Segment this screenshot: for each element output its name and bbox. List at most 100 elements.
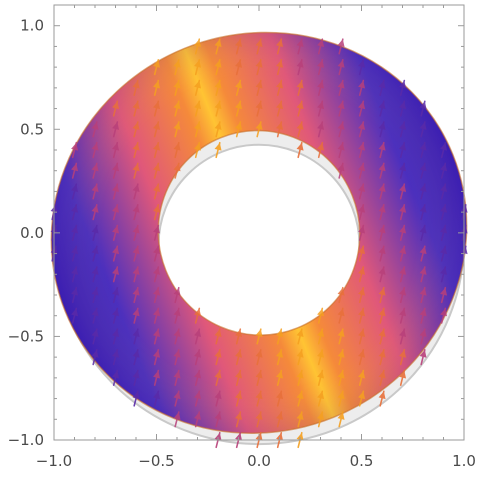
vector-arrow xyxy=(173,286,181,304)
vector-arrow xyxy=(112,162,120,179)
vector-arrow xyxy=(132,79,140,96)
vector-arrow xyxy=(132,224,140,241)
vector-arrow xyxy=(276,411,284,428)
vector-arrow xyxy=(235,328,243,345)
vector-arrow xyxy=(173,141,181,159)
vector-arrow xyxy=(358,162,366,179)
vector-arrow xyxy=(378,245,386,262)
vector-arrow xyxy=(276,328,284,345)
y-tick-label: 0.5 xyxy=(20,120,44,138)
vector-arrow xyxy=(378,349,386,366)
annulus-inner-edge xyxy=(157,129,361,336)
vector-arrow xyxy=(419,286,427,304)
vector-arrow xyxy=(132,349,140,366)
vector-arrow xyxy=(399,224,407,241)
vector-arrow xyxy=(132,183,140,200)
vector-arrow xyxy=(255,100,263,117)
vector-arrow xyxy=(378,390,386,407)
vector-arrow xyxy=(112,286,120,304)
vector-arrow xyxy=(235,349,243,366)
vector-arrow xyxy=(358,328,366,345)
vector-arrow xyxy=(153,59,161,76)
vector-arrow xyxy=(255,328,263,345)
vector-arrow xyxy=(91,286,99,304)
vector-arrow xyxy=(214,141,222,159)
vector-arrow xyxy=(173,369,181,386)
x-tick-label: 0.0 xyxy=(247,452,271,470)
vector-arrow xyxy=(153,369,161,386)
vector-arrow xyxy=(378,328,386,345)
vector-arrow xyxy=(91,204,99,221)
vector-arrow xyxy=(235,38,243,55)
vector-arrow xyxy=(255,79,263,96)
vector-arrow xyxy=(153,79,161,96)
y-tick-label: −0.5 xyxy=(8,327,44,345)
vector-arrow xyxy=(399,245,407,262)
vector-arrow xyxy=(71,204,79,221)
vector-arrow xyxy=(358,390,366,407)
vector-arrow xyxy=(419,266,427,283)
vector-arrow xyxy=(358,79,366,96)
vector-arrow xyxy=(214,79,222,96)
vector-arrow xyxy=(91,224,99,241)
x-tick-label: −1.0 xyxy=(36,452,72,470)
vector-arrow xyxy=(358,307,366,324)
vector-arrow xyxy=(112,121,120,138)
vector-arrow xyxy=(71,183,79,200)
vector-arrow xyxy=(214,38,222,55)
vector-arrow xyxy=(194,121,202,138)
vector-arrow xyxy=(337,286,345,304)
vector-arrow xyxy=(132,141,140,159)
vector-arrow xyxy=(378,183,386,200)
vector-arrow xyxy=(296,100,304,117)
vector-arrow xyxy=(317,79,325,96)
vector-arrow xyxy=(71,307,79,324)
vector-arrow xyxy=(255,121,263,138)
vector-arrow xyxy=(112,307,120,324)
vector-arrow xyxy=(132,307,140,324)
vector-arrow xyxy=(235,390,243,407)
vector-arrow xyxy=(440,286,448,304)
vector-arrow xyxy=(132,121,140,138)
vector-arrow xyxy=(194,59,202,76)
vector-arrow xyxy=(378,286,386,304)
vector-arrow xyxy=(358,349,366,366)
vector-arrow xyxy=(153,245,161,262)
vector-arrow xyxy=(296,38,304,55)
vector-arrow xyxy=(440,141,448,159)
vector-arrow xyxy=(194,307,202,324)
vector-arrow xyxy=(419,349,427,366)
vector-arrow xyxy=(132,245,140,262)
vector-arrow xyxy=(112,245,120,262)
vector-arrow xyxy=(194,38,202,55)
vector-arrow xyxy=(296,328,304,345)
vector-arrow xyxy=(276,390,284,407)
vector-arrow xyxy=(440,162,448,179)
vector-arrow xyxy=(337,411,345,428)
vector-arrow xyxy=(399,183,407,200)
vector-arrow xyxy=(153,307,161,324)
vector-arrow xyxy=(358,141,366,159)
vector-arrow xyxy=(173,349,181,366)
vector-arrow xyxy=(378,121,386,138)
vector-arrow xyxy=(173,390,181,407)
vector-arrow xyxy=(194,390,202,407)
vector-arrow xyxy=(91,307,99,324)
vector-arrow xyxy=(112,183,120,200)
vector-arrow xyxy=(337,100,345,117)
vector-arrow xyxy=(276,369,284,386)
vector-arrow xyxy=(358,183,366,200)
vector-arrow xyxy=(378,100,386,117)
vector-arrow xyxy=(399,204,407,221)
vector-arrow xyxy=(112,224,120,241)
vector-arrow xyxy=(358,121,366,138)
vector-arrow xyxy=(419,245,427,262)
vector-arrow xyxy=(153,286,161,304)
vector-arrow xyxy=(91,328,99,345)
y-tick-label: 0.0 xyxy=(20,224,44,242)
vector-arrow xyxy=(358,59,366,76)
vector-arrow xyxy=(214,369,222,386)
vector-arrow xyxy=(337,162,345,179)
